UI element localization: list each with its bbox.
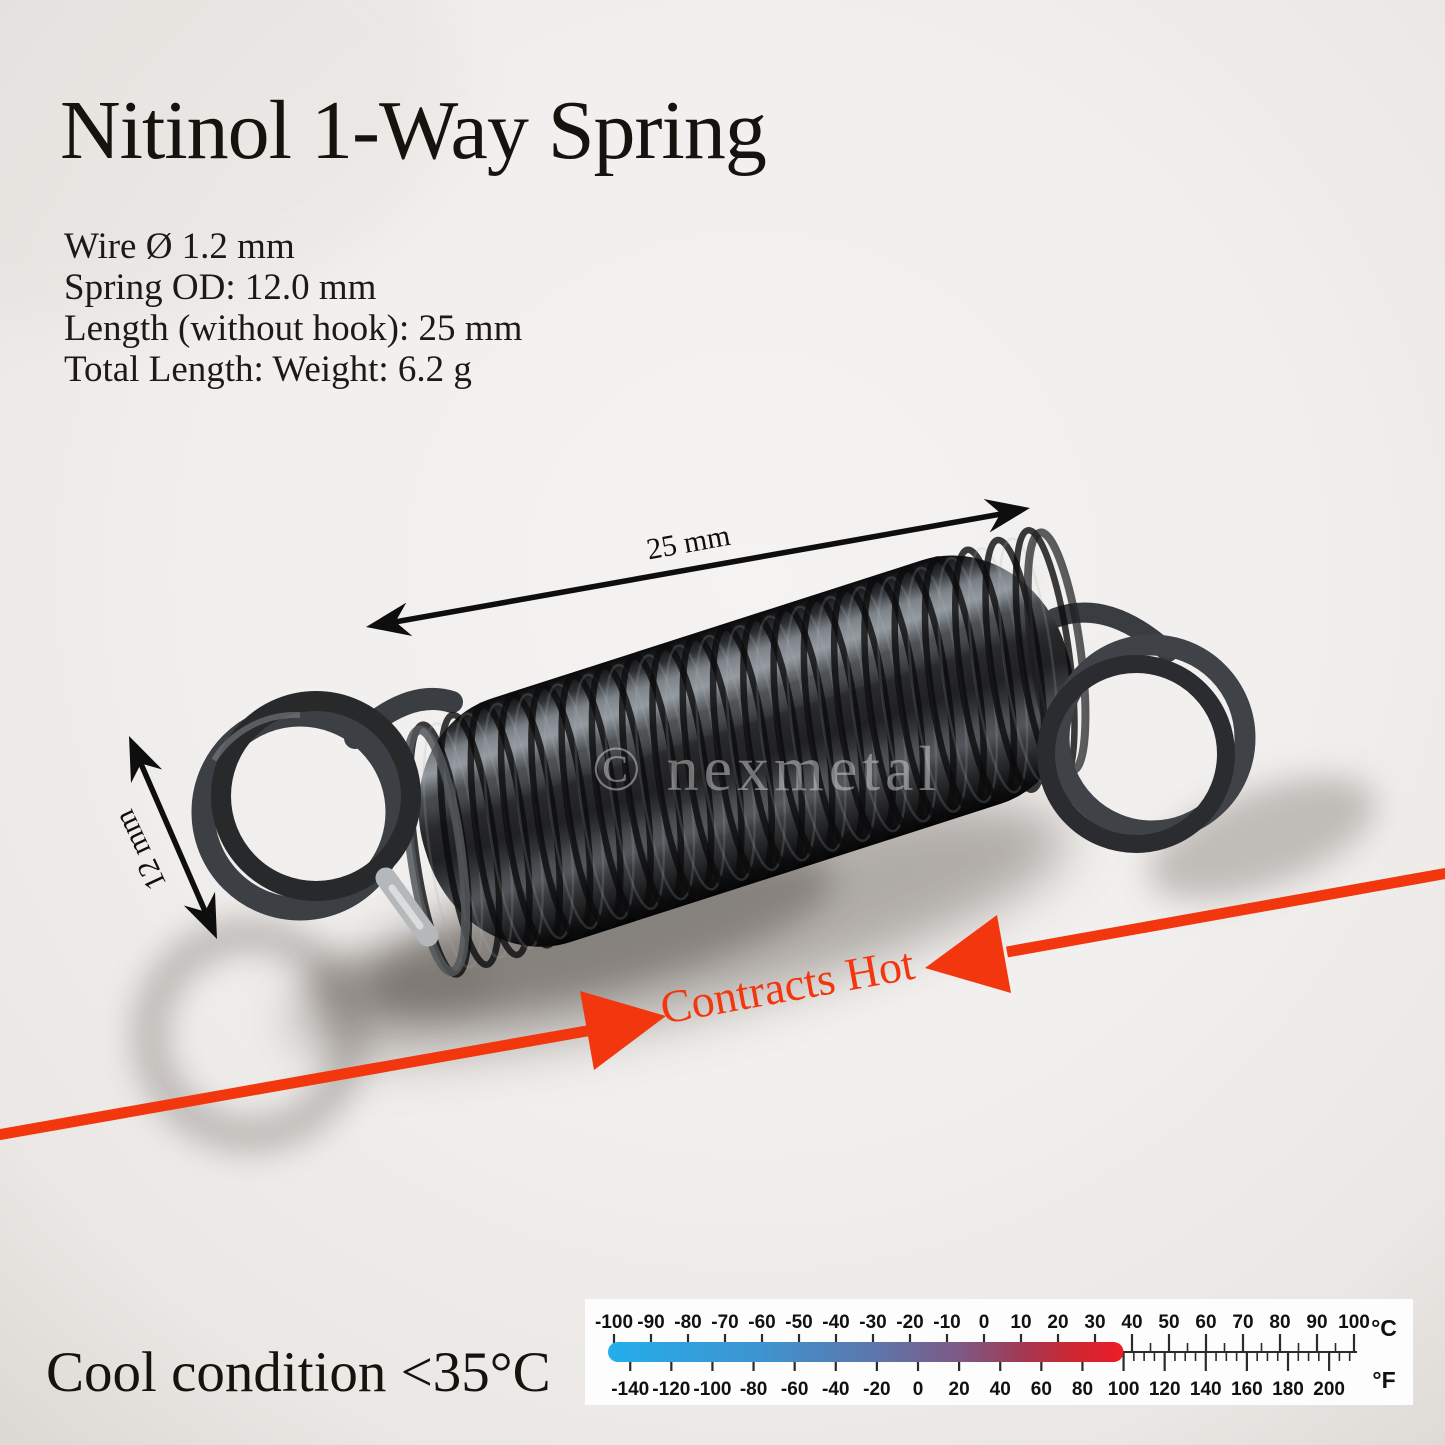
celsius-tick-label: -40	[822, 1312, 849, 1333]
spec-line-spring-od: Spring OD: 12.0 mm	[64, 267, 377, 308]
fahrenheit-scale: -140 -120 -100 -80 -60 -40 -20 0 20 40 60 80 100 120 1…	[611, 1379, 1345, 1400]
dimension-arrow-diameter	[129, 736, 217, 939]
celsius-tick-label: -60	[748, 1312, 775, 1333]
spec-line-wire-diameter: Wire Ø 1.2 mm	[64, 226, 295, 267]
fahrenheit-tick-label: -100	[693, 1379, 731, 1400]
celsius-tick-label: 10	[1010, 1312, 1031, 1333]
spec-line-length: Length (without hook): 25 mm	[64, 308, 523, 349]
celsius-tick-label: 80	[1269, 1312, 1290, 1333]
contraction-line-right	[1006, 867, 1445, 958]
corner-shade	[0, 0, 460, 330]
celsius-tick-label: -50	[785, 1312, 812, 1333]
fahrenheit-tick-label: 80	[1072, 1379, 1093, 1400]
fahrenheit-tick-label: 60	[1031, 1379, 1052, 1400]
fahrenheit-tick-label: 160	[1231, 1379, 1263, 1400]
fahrenheit-tick-label: -20	[863, 1379, 890, 1400]
unit-fahrenheit-label: °F	[1372, 1367, 1395, 1393]
celsius-tick-label: 30	[1084, 1312, 1105, 1333]
fahrenheit-tick-label: -140	[611, 1379, 649, 1400]
contraction-arrow-left-icon	[925, 915, 1011, 993]
unit-celsius-label: °C	[1371, 1315, 1397, 1341]
fahrenheit-tick-label: 0	[913, 1379, 924, 1400]
spec-line-weight: Total Length: Weight: 6.2 g	[64, 349, 472, 390]
celsius-tick-label: 20	[1047, 1312, 1068, 1333]
celsius-tick-label: -20	[896, 1312, 923, 1333]
celsius-tick-label: -100	[595, 1312, 633, 1333]
fahrenheit-tick-label: 20	[949, 1379, 970, 1400]
celsius-tick-label: 40	[1121, 1312, 1142, 1333]
celsius-tick-label: 0	[979, 1312, 990, 1333]
spring-shadow	[133, 777, 1376, 1152]
fahrenheit-tick-label: -80	[740, 1379, 767, 1400]
celsius-tick-label: 70	[1232, 1312, 1253, 1333]
coil-separations	[407, 527, 1089, 978]
contraction-arrow-right-icon	[580, 991, 666, 1070]
spring-right-hook	[1037, 634, 1256, 853]
celsius-tick-label: 100	[1338, 1312, 1370, 1333]
fahrenheit-tick-label: -60	[781, 1379, 808, 1400]
fahrenheit-tick-label: 140	[1190, 1379, 1222, 1400]
fahrenheit-tick-label: 40	[990, 1379, 1011, 1400]
watermark: © nexmetal	[592, 733, 941, 804]
fahrenheit-tick-label: 180	[1272, 1379, 1304, 1400]
fahrenheit-tick-label: -120	[652, 1379, 690, 1400]
page-title: Nitinol 1-Way Spring	[60, 84, 767, 177]
celsius-tick-label: 50	[1158, 1312, 1179, 1333]
spring-left-hook	[191, 691, 439, 947]
celsius-scale: -100 -90 -80 -70 -60 -50 -40 -30 -20 -10 0 10 20 30 40…	[595, 1312, 1370, 1333]
celsius-tick-label: 90	[1306, 1312, 1327, 1333]
celsius-tick-label: -80	[674, 1312, 701, 1333]
dimension-arrow-length	[366, 499, 1030, 636]
fahrenheit-tick-label: -40	[822, 1379, 849, 1400]
celsius-tick-label: 60	[1195, 1312, 1216, 1333]
contraction-line-left	[0, 1023, 599, 1141]
celsius-tick-label: -70	[711, 1312, 738, 1333]
fahrenheit-tick-label: 200	[1313, 1379, 1345, 1400]
temperature-scale-card: -100 -90 -80 -70 -60 -50 -40 -30 -20 -10 0 10 20 30 40…	[585, 1299, 1413, 1410]
spring-body	[393, 527, 1091, 978]
celsius-tick-label: -30	[859, 1312, 886, 1333]
celsius-tick-label: -10	[933, 1312, 960, 1333]
spec-list: Wire Ø 1.2 mm Spring OD: 12.0 mm Length …	[64, 226, 522, 390]
thermometer-scale: -100 -90 -80 -70 -60 -50 -40 -30 -20 -10 0 10 20 30 40…	[585, 1299, 1413, 1405]
fahrenheit-tick-label: 100	[1108, 1379, 1140, 1400]
cool-condition-note: Cool condition <35°C	[46, 1341, 551, 1404]
celsius-tick-label: -90	[637, 1312, 664, 1333]
fahrenheit-tick-label: 120	[1149, 1379, 1181, 1400]
